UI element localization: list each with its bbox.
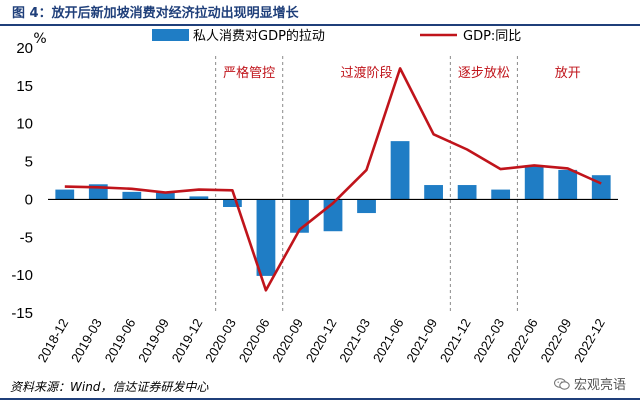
line-series-gdp bbox=[64, 67, 602, 292]
y-tick-label: 20 bbox=[16, 40, 33, 57]
y-tick-label: 15 bbox=[16, 78, 33, 95]
bar bbox=[290, 199, 309, 233]
x-tick-label: 2018-12 bbox=[35, 316, 72, 365]
phase-label: 放开 bbox=[555, 66, 581, 81]
y-tick-label: 10 bbox=[16, 116, 33, 133]
bar bbox=[189, 196, 209, 200]
x-tick-label: 2021-12 bbox=[437, 316, 474, 365]
phase-label: 过渡阶段 bbox=[341, 65, 393, 81]
x-tick-label: 2020-03 bbox=[202, 316, 239, 365]
x-tick-label: 2022-12 bbox=[571, 316, 608, 365]
bar bbox=[424, 185, 443, 200]
legend-swatch-bar bbox=[152, 29, 189, 41]
bar bbox=[591, 175, 611, 200]
bar bbox=[390, 141, 410, 200]
bar bbox=[155, 192, 175, 200]
y-tick-label: 5 bbox=[25, 154, 33, 171]
x-tick-label: 2021-06 bbox=[370, 316, 407, 365]
x-tick-label: 2022-06 bbox=[504, 316, 541, 365]
bar bbox=[524, 165, 544, 200]
y-tick-label: -10 bbox=[11, 267, 33, 284]
bar bbox=[223, 199, 242, 207]
bar bbox=[256, 199, 276, 276]
x-tick-label: 2019-06 bbox=[102, 316, 139, 365]
bar bbox=[55, 189, 75, 200]
x-tick-label: 2022-09 bbox=[537, 316, 574, 365]
x-tick-label: 2020-06 bbox=[236, 316, 273, 365]
x-tick-label: 2022-03 bbox=[470, 316, 507, 365]
x-tick-label: 2020-12 bbox=[303, 316, 340, 365]
y-tick-label: 0 bbox=[25, 191, 33, 208]
x-tick-label: 2020-09 bbox=[269, 316, 306, 365]
bottom-rule bbox=[0, 398, 640, 400]
title-rule bbox=[0, 24, 640, 26]
figure-title: 图 4：放开后新加坡消费对经济拉动出现明显增长 bbox=[12, 6, 299, 21]
legend-label-line: GDP:同比 bbox=[463, 29, 521, 44]
chart: 严格管控 过渡阶段 逐步放松 放开%-15-10-5051015202018-1220… bbox=[11, 28, 618, 365]
y-tick-label: -15 bbox=[11, 305, 33, 322]
bar bbox=[491, 189, 511, 200]
phase-label: 严格管控 bbox=[223, 65, 275, 81]
source-note: 资料来源：Wind，信达证券研发中心 bbox=[10, 380, 209, 394]
bar bbox=[357, 199, 376, 214]
x-tick-label: 2021-03 bbox=[336, 316, 373, 365]
phase-label: 逐步放松 bbox=[458, 66, 510, 81]
legend-label-bar: 私人消费对GDP的拉动 bbox=[193, 28, 325, 44]
bar bbox=[122, 191, 142, 200]
y-unit-label: % bbox=[33, 31, 46, 47]
wechat-icon bbox=[553, 377, 570, 390]
y-tick-label: -5 bbox=[20, 229, 33, 246]
bar bbox=[558, 169, 578, 200]
x-tick-label: 2019-09 bbox=[135, 316, 172, 365]
watermark: 宏观亮语 bbox=[553, 374, 626, 393]
watermark-text: 宏观亮语 bbox=[573, 378, 626, 393]
x-tick-label: 2019-03 bbox=[68, 316, 105, 365]
bar bbox=[457, 185, 477, 200]
x-tick-label: 2019-12 bbox=[169, 316, 206, 365]
x-tick-label: 2021-09 bbox=[403, 316, 440, 365]
